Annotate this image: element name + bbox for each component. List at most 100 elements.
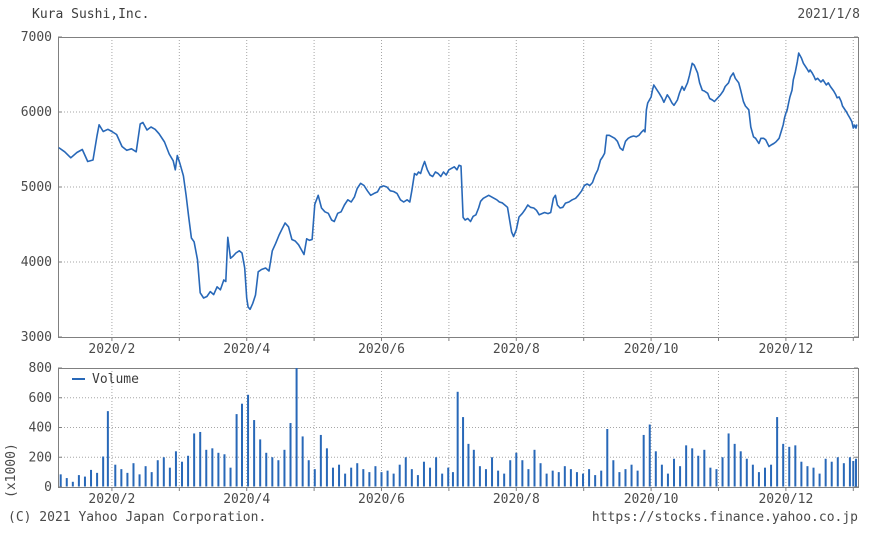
volume-bar [451, 472, 454, 487]
price-line [58, 52, 858, 311]
y-tick-label: 400 [29, 421, 52, 436]
x-tick-label: 2020/8 [493, 492, 540, 507]
volume-bar [138, 474, 141, 487]
volume-bar [660, 464, 663, 487]
volume-bar [71, 481, 74, 487]
volume-bar [181, 461, 184, 487]
volume-bar [307, 460, 310, 487]
volume-bar [824, 458, 827, 487]
y-tick-label: 200 [29, 450, 52, 465]
x-tick-label: 2020/2 [88, 342, 135, 357]
volume-bar [521, 460, 524, 487]
volume-bar [739, 451, 742, 487]
volume-bar [59, 474, 62, 487]
volume-bar [582, 473, 585, 487]
volume-bar [313, 469, 316, 487]
volume-bar [331, 467, 334, 487]
x-tick-label: 2020/6 [358, 342, 405, 357]
volume-bar [187, 455, 190, 487]
volume-bar [830, 461, 833, 487]
y-tick-label: 7000 [21, 30, 52, 45]
volume-bar [818, 473, 821, 487]
volume-bar [392, 473, 395, 487]
volume-bar [842, 463, 845, 487]
volume-bar [410, 469, 413, 487]
volume-bar [174, 451, 177, 487]
volume-bar [467, 443, 470, 487]
volume-bar [319, 434, 322, 487]
volume-bar [800, 461, 803, 487]
volume-bar [478, 466, 481, 487]
volume-bar [612, 460, 615, 487]
volume-bar [429, 467, 432, 487]
volume-bar [156, 460, 159, 487]
volume-bar [551, 470, 554, 487]
volume-bar [144, 466, 147, 487]
volume-bar [569, 469, 572, 487]
volume-bar [745, 458, 748, 487]
volume-bar [150, 472, 153, 487]
volume-bar [422, 461, 425, 487]
volume-bar [600, 470, 603, 487]
volume-bar [211, 448, 214, 487]
volume-bar [606, 428, 609, 487]
volume-bar [654, 451, 657, 487]
volume-bar [721, 457, 724, 487]
volume-bar [277, 460, 280, 487]
volume-bar [575, 472, 578, 487]
volume-bar [727, 433, 730, 487]
volume-bar [114, 464, 117, 487]
volume-bar [253, 420, 256, 487]
volume-bar [776, 417, 779, 487]
volume-bar [168, 467, 171, 487]
x-tick-label: 2020/4 [223, 342, 270, 357]
volume-bar [386, 470, 389, 487]
volume-bar [217, 452, 220, 487]
volume-bar [563, 466, 566, 487]
footer-url: https://stocks.finance.yahoo.co.jp [591, 510, 858, 525]
volume-axis-unit-label: (x1000) [4, 443, 19, 498]
volume-bar [594, 475, 597, 487]
y-tick-label: 4000 [21, 255, 52, 270]
volume-bar [235, 414, 238, 487]
y-tick-label: 5000 [21, 180, 52, 195]
volume-bar [648, 424, 651, 487]
y-tick-label: 3000 [21, 330, 52, 345]
volume-bar [456, 391, 459, 487]
volume-bar [447, 467, 450, 487]
volume-panel-border [58, 368, 859, 488]
y-tick-label: 600 [29, 391, 52, 406]
x-tick-label: 2020/12 [758, 342, 813, 357]
volume-bar [240, 403, 243, 487]
volume-bar [193, 433, 196, 487]
volume-bar [673, 458, 676, 487]
volume-bar [289, 423, 292, 487]
volume-bar [636, 470, 639, 487]
volume-bar [162, 457, 165, 487]
x-tick-label: 2020/10 [624, 342, 679, 357]
x-tick-label: 2020/2 [88, 492, 135, 507]
volume-bar [90, 469, 93, 487]
volume-bar [503, 473, 506, 487]
volume-bar [205, 449, 208, 487]
volume-bar [374, 466, 377, 487]
volume-bar [703, 449, 706, 487]
volume-bar [497, 470, 500, 487]
volume-bar [380, 472, 383, 487]
volume-bar [265, 452, 268, 487]
volume-bar [65, 478, 68, 487]
volume-bar [344, 473, 347, 487]
x-tick-label: 2020/8 [493, 342, 540, 357]
footer-copyright: (C) 2021 Yahoo Japan Corporation. [8, 510, 267, 525]
volume-bar [259, 439, 262, 487]
volume-bar [484, 469, 487, 487]
volume-bar [398, 464, 401, 487]
volume-bar [624, 469, 627, 487]
volume-bar [441, 473, 444, 487]
volume-bar [618, 472, 621, 487]
volume-bar [229, 467, 232, 487]
volume-bar [247, 394, 250, 487]
volume-bar [132, 463, 135, 487]
volume-bar [848, 457, 851, 487]
